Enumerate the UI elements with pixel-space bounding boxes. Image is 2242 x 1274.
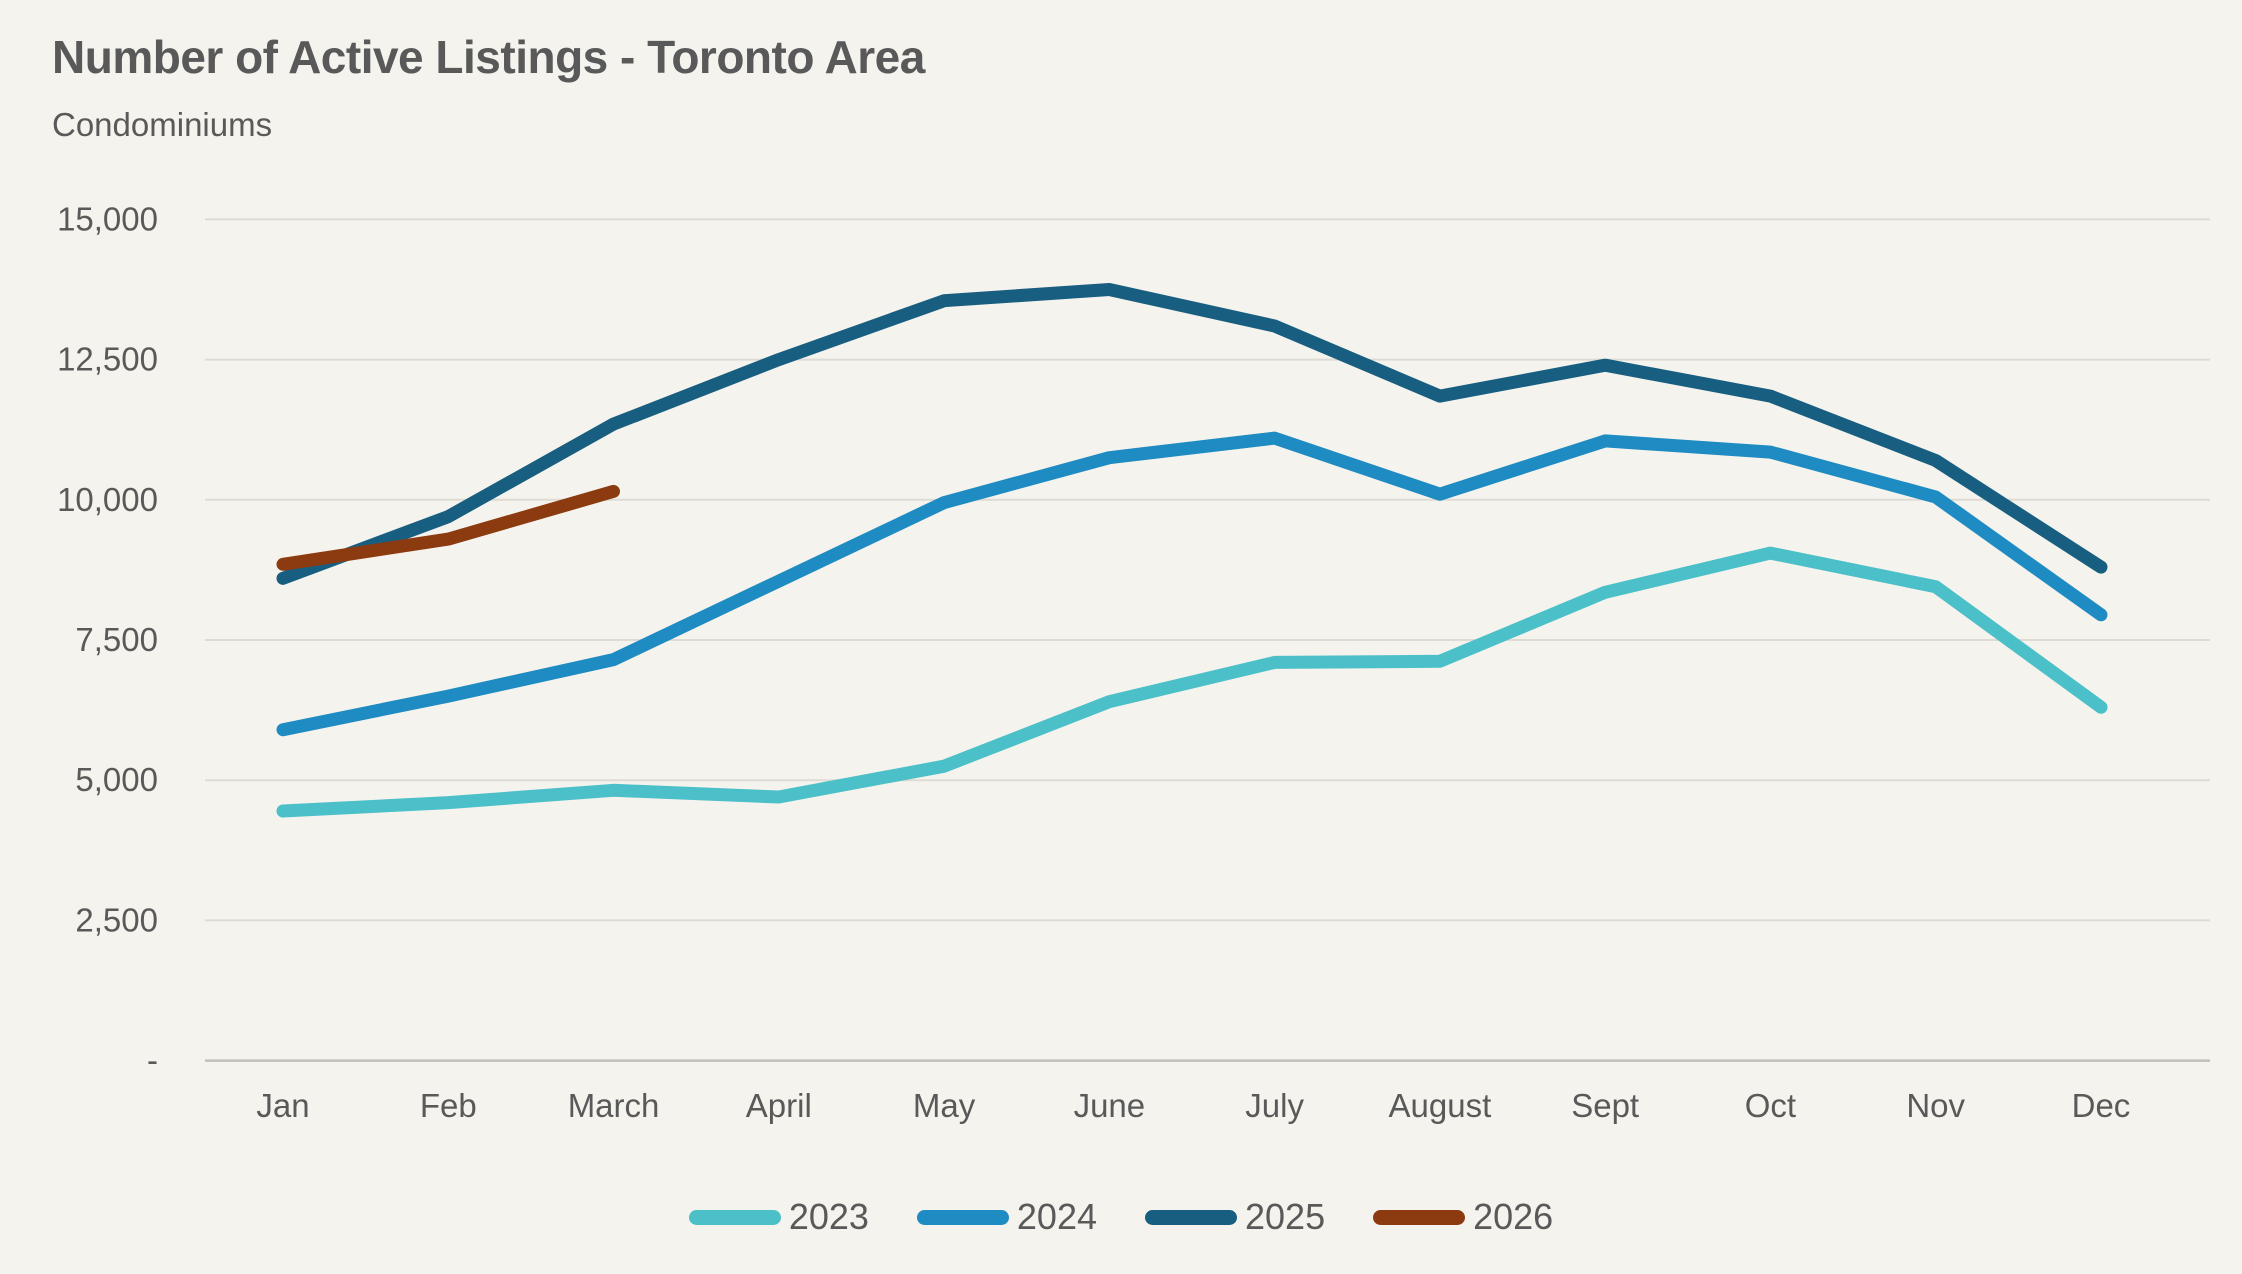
x-tick-label: March — [568, 1087, 660, 1124]
y-axis-tick-labels: 15,000 12,500 10,000 7,500 5,000 2,500 - — [57, 200, 158, 1078]
x-tick-label: July — [1245, 1087, 1304, 1124]
y-tick-label: 7,500 — [75, 621, 158, 658]
x-tick-label: Dec — [2072, 1087, 2131, 1124]
chart-subtitle: Condominiums — [52, 106, 273, 143]
x-axis-month-labels: Jan Feb March April May June July August Sept Oct… — [256, 1087, 2130, 1124]
series-line-2025 — [276, 283, 2108, 585]
x-tick-label: April — [746, 1087, 812, 1124]
legend-item-2026: 2026 — [1373, 1196, 1553, 1238]
y-tick-label: 12,500 — [57, 341, 158, 378]
legend-label-2026: 2026 — [1473, 1196, 1554, 1237]
x-tick-label: Sept — [1571, 1087, 1639, 1124]
series-line-2026 — [276, 484, 620, 571]
legend-item-2023: 2023 — [688, 1196, 869, 1238]
legend-swatch-2025 — [1145, 1209, 1237, 1225]
x-tick-label: May — [913, 1087, 976, 1124]
legend-swatch-2023 — [688, 1209, 781, 1225]
x-tick-label: Nov — [1906, 1087, 1965, 1124]
legend-swatch-2024 — [916, 1209, 1009, 1225]
x-tick-label: Jan — [256, 1087, 309, 1124]
y-tick-label: 5,000 — [75, 761, 158, 798]
legend: 2023 2024 2025 2026 — [0, 1196, 2242, 1238]
legend-label-2025: 2025 — [1245, 1196, 1326, 1237]
x-tick-label: Oct — [1745, 1087, 1796, 1124]
y-tick-label: - — [147, 1042, 158, 1079]
series-line-2023 — [276, 546, 2108, 818]
y-tick-label: 2,500 — [75, 901, 158, 938]
x-tick-label: August — [1389, 1087, 1492, 1124]
y-tick-label: 10,000 — [57, 481, 158, 518]
chart-title: Number of Active Listings - Toronto Area — [52, 31, 925, 83]
chart-header: Number of Active Listings - Toronto Area… — [52, 30, 925, 144]
legend-swatch-2026 — [1373, 1209, 1466, 1225]
series-line-2024 — [276, 431, 2108, 737]
legend-label-2023: 2023 — [788, 1196, 869, 1237]
x-tick-label: Feb — [420, 1087, 477, 1124]
gridlines — [205, 218, 2210, 1062]
x-tick-label: June — [1074, 1087, 1146, 1124]
data-series-lines — [276, 283, 2108, 818]
legend-item-2025: 2025 — [1145, 1196, 1325, 1238]
y-tick-label: 15,000 — [57, 200, 158, 237]
legend-item-2024: 2024 — [916, 1196, 1097, 1238]
legend-label-2024: 2024 — [1016, 1196, 1097, 1237]
